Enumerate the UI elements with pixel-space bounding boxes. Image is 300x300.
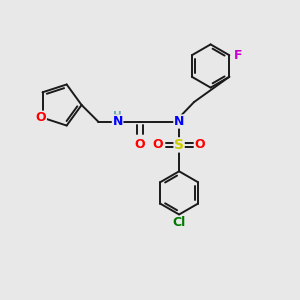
Text: Cl: Cl: [172, 216, 186, 230]
Text: N: N: [112, 115, 123, 128]
Text: O: O: [36, 111, 46, 124]
Text: H: H: [113, 111, 122, 121]
Text: O: O: [135, 137, 146, 151]
Text: S: S: [174, 138, 184, 152]
Text: O: O: [153, 138, 164, 152]
Text: O: O: [195, 138, 206, 152]
Text: N: N: [174, 115, 184, 128]
Text: F: F: [233, 49, 242, 62]
